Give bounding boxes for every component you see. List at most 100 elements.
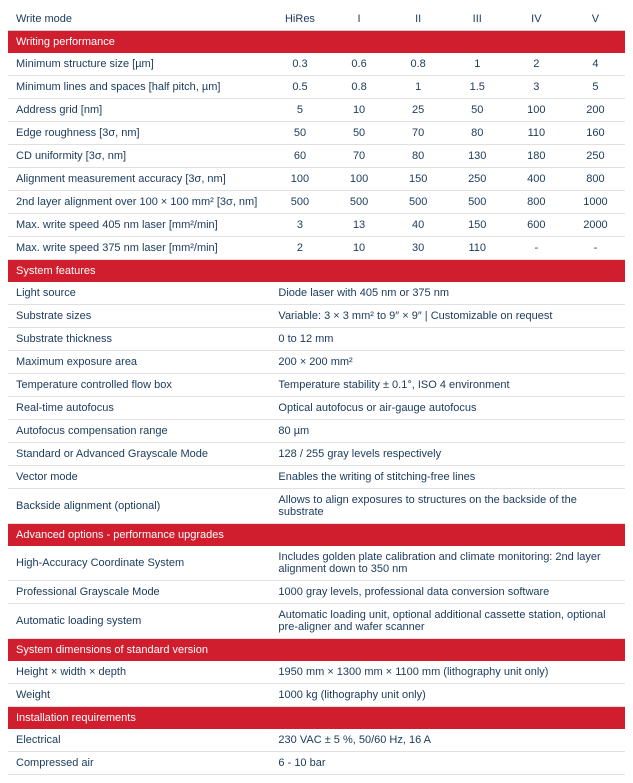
row-value: 3	[507, 76, 566, 99]
row-value: 400	[507, 168, 566, 191]
row-value: Temperature stability ± 0.1°, ISO 4 envi…	[270, 374, 625, 397]
table-row: Minimum structure size [µm]0.30.60.8124	[8, 53, 625, 76]
table-row: Max. write speed 405 nm laser [mm²/min]3…	[8, 214, 625, 237]
row-label: Temperature controlled flow box	[8, 374, 270, 397]
row-label: Autofocus compensation range	[8, 420, 270, 443]
row-label: Standard or Advanced Grayscale Mode	[8, 443, 270, 466]
table-row: 2nd layer alignment over 100 × 100 mm² […	[8, 191, 625, 214]
row-value: 1000 kg (lithography unit only)	[270, 684, 625, 707]
row-value: Enables the writing of stitching-free li…	[270, 466, 625, 489]
section-header: Advanced options - performance upgrades	[8, 524, 625, 547]
row-value: 110	[448, 237, 507, 260]
row-value: 1950 mm × 1300 mm × 1100 mm (lithography…	[270, 661, 625, 684]
row-value: 2000	[566, 214, 625, 237]
row-value: 25	[389, 99, 448, 122]
row-value: 800	[507, 191, 566, 214]
row-value: 10	[330, 99, 389, 122]
table-row: Light sourceDiode laser with 405 nm or 3…	[8, 282, 625, 305]
table-row: High-Accuracy Coordinate SystemIncludes …	[8, 546, 625, 581]
row-value: 500	[389, 191, 448, 214]
section-title: System dimensions of standard version	[8, 639, 625, 662]
row-value: 30	[389, 237, 448, 260]
table-row: Professional Grayscale Mode1000 gray lev…	[8, 581, 625, 604]
table-row: Address grid [nm]5102550100200	[8, 99, 625, 122]
row-value: 80	[389, 145, 448, 168]
row-label: Compressed air	[8, 752, 270, 775]
header-col-5: V	[566, 8, 625, 31]
row-label: Maximum exposure area	[8, 351, 270, 374]
section-header: Installation requirements	[8, 707, 625, 730]
row-value: 150	[448, 214, 507, 237]
row-value: 80	[448, 122, 507, 145]
table-row: Electrical 230 VAC ± 5 %, 50/60 Hz, 16 A	[8, 729, 625, 752]
row-label: Backside alignment (optional)	[8, 489, 270, 524]
row-value: 800	[566, 168, 625, 191]
table-row: CD uniformity [3σ, nm]607080130180250	[8, 145, 625, 168]
table-row: Standard or Advanced Grayscale Mode128 /…	[8, 443, 625, 466]
table-row: Compressed air6 - 10 bar	[8, 752, 625, 775]
table-row: Weight1000 kg (lithography unit only)	[8, 684, 625, 707]
row-value: 0.8	[389, 53, 448, 76]
row-value: 1	[448, 53, 507, 76]
table-row: Substrate thickness0 to 12 mm	[8, 328, 625, 351]
row-value: 0.6	[330, 53, 389, 76]
row-value: 200	[566, 99, 625, 122]
row-value: 500	[330, 191, 389, 214]
row-value: 80 µm	[270, 420, 625, 443]
row-value: 110	[507, 122, 566, 145]
row-value: Diode laser with 405 nm or 375 nm	[270, 282, 625, 305]
section-title: Installation requirements	[8, 707, 625, 730]
row-value: Variable: 3 × 3 mm² to 9″ × 9″ | Customi…	[270, 305, 625, 328]
row-value: 5	[270, 99, 329, 122]
table-row: Substrate sizesVariable: 3 × 3 mm² to 9″…	[8, 305, 625, 328]
table-row: Maximum exposure area200 × 200 mm²	[8, 351, 625, 374]
row-value: -	[507, 237, 566, 260]
row-value: 5	[566, 76, 625, 99]
table-row: Real-time autofocusOptical autofocus or …	[8, 397, 625, 420]
table-row: Max. write speed 375 nm laser [mm²/min]2…	[8, 237, 625, 260]
table-row: Minimum lines and spaces [half pitch, µm…	[8, 76, 625, 99]
table-row: Height × width × depth1950 mm × 1300 mm …	[8, 661, 625, 684]
row-label: Minimum lines and spaces [half pitch, µm…	[8, 76, 270, 99]
header-col-2: II	[389, 8, 448, 31]
row-value: 70	[330, 145, 389, 168]
row-value: 0 to 12 mm	[270, 328, 625, 351]
row-label: Max. write speed 405 nm laser [mm²/min]	[8, 214, 270, 237]
table-row: Autofocus compensation range80 µm	[8, 420, 625, 443]
header-col-3: III	[448, 8, 507, 31]
header-row: Write modeHiResIIIIIIIVV	[8, 8, 625, 31]
section-title: Writing performance	[8, 31, 625, 54]
table-row: Temperature controlled flow boxTemperatu…	[8, 374, 625, 397]
row-value: 2	[270, 237, 329, 260]
row-value: 600	[507, 214, 566, 237]
section-header: Writing performance	[8, 31, 625, 54]
section-title: System features	[8, 260, 625, 283]
row-value: 40	[389, 214, 448, 237]
row-label: Real-time autofocus	[8, 397, 270, 420]
row-value: 0.8	[330, 76, 389, 99]
row-label: Substrate thickness	[8, 328, 270, 351]
row-value: 13	[330, 214, 389, 237]
row-label: Automatic loading system	[8, 604, 270, 639]
row-label: Vector mode	[8, 466, 270, 489]
row-value: 500	[448, 191, 507, 214]
row-value: 10	[330, 237, 389, 260]
row-value: 180	[507, 145, 566, 168]
row-value: 230 VAC ± 5 %, 50/60 Hz, 16 A	[270, 729, 625, 752]
spec-table: Write modeHiResIIIIIIIVVWriting performa…	[8, 8, 625, 775]
row-value: 100	[507, 99, 566, 122]
row-value: 250	[448, 168, 507, 191]
row-value: 60	[270, 145, 329, 168]
row-value: 0.3	[270, 53, 329, 76]
row-value: 50	[330, 122, 389, 145]
header-col-0: HiRes	[270, 8, 329, 31]
row-label: Height × width × depth	[8, 661, 270, 684]
row-value: Includes golden plate calibration and cl…	[270, 546, 625, 581]
header-col-4: IV	[507, 8, 566, 31]
row-value: 50	[448, 99, 507, 122]
row-label: Edge roughness [3σ, nm]	[8, 122, 270, 145]
row-value: 50	[270, 122, 329, 145]
row-value: 6 - 10 bar	[270, 752, 625, 775]
row-label: Address grid [nm]	[8, 99, 270, 122]
row-value: 1.5	[448, 76, 507, 99]
